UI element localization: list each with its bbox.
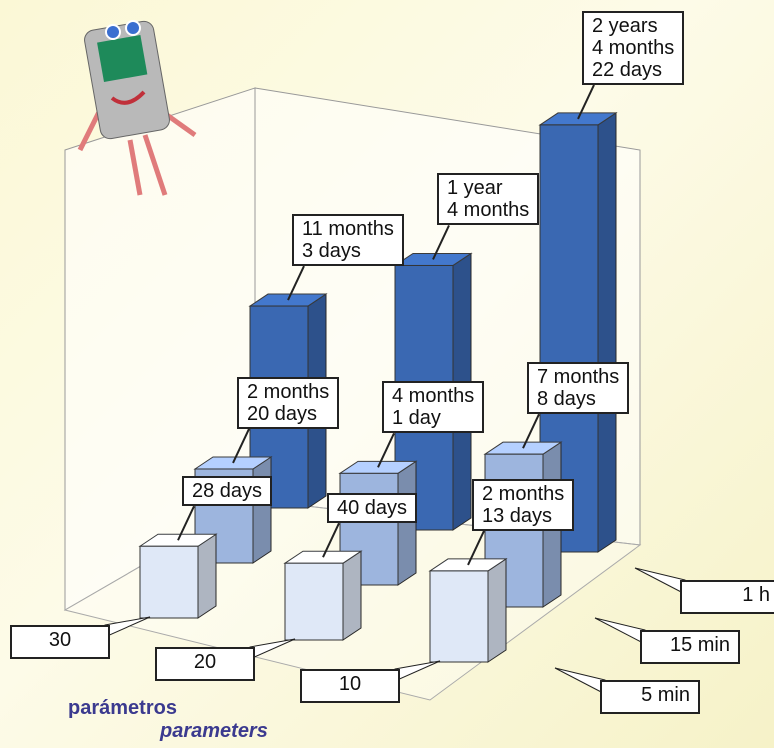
value-label: 2 months 13 days (472, 478, 575, 531)
legend-label: 5 min (600, 680, 700, 714)
leader-line (287, 265, 305, 301)
value-label: 40 days (327, 493, 418, 524)
robot-icon (77, 20, 197, 196)
bar-side (342, 550, 362, 641)
legend-label: 1 h (680, 580, 774, 614)
tick-pointer (594, 617, 646, 645)
bar (429, 570, 489, 663)
bar-side (487, 557, 507, 663)
bar-side (597, 111, 617, 553)
x-tick-label: 10 (300, 669, 400, 703)
value-label: 11 months 3 days (292, 214, 404, 267)
x-tick-label: 20 (155, 647, 255, 681)
axis-label: parámetros (68, 697, 177, 719)
bar (284, 562, 344, 641)
leader-line (522, 413, 540, 449)
legend-label: 15 min (640, 630, 740, 664)
value-label: 7 months 8 days (527, 362, 630, 415)
axis-label-translation: parameters (160, 720, 268, 742)
value-label: 1 year 4 months (437, 173, 540, 226)
value-label: 4 months 1 day (382, 381, 485, 434)
tick-pointer (634, 567, 686, 595)
value-label: 2 years 4 months 22 days (582, 10, 685, 85)
tick-pointer (554, 667, 606, 695)
leader-line (232, 428, 250, 464)
bar-side (197, 533, 217, 619)
leader-line (432, 225, 450, 260)
leader-line (577, 84, 595, 120)
leader-line (177, 505, 195, 541)
bar-side (252, 456, 272, 564)
value-label: 2 months 20 days (237, 376, 340, 429)
value-label: 28 days (182, 476, 273, 507)
leader-line (322, 522, 340, 558)
leader-line (377, 432, 395, 468)
leader-line (467, 530, 485, 566)
x-tick-label: 30 (10, 625, 110, 659)
bar (139, 545, 199, 619)
